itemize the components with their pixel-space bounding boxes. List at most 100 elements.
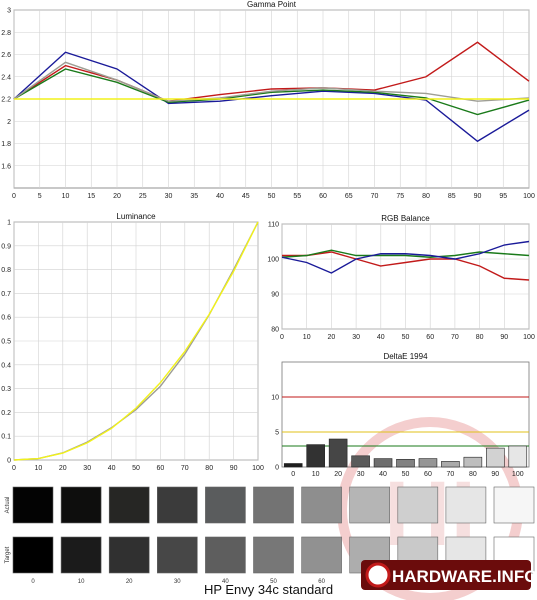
deltae-x-tick-label: 100 — [512, 471, 524, 478]
rgb-balance-x-tick-label: 80 — [476, 334, 484, 341]
deltae-bar — [306, 444, 325, 468]
gamma-y-tick-label: 2.6 — [1, 52, 11, 59]
gamma-x-tick-label: 65 — [345, 193, 353, 200]
gamma-x-tick-label: 25 — [139, 193, 147, 200]
deltae-y-tick-label: 5 — [275, 430, 279, 437]
swatch-level-label: 60 — [318, 579, 325, 585]
gamma-x-tick-label: 35 — [190, 193, 198, 200]
deltae-bar — [486, 447, 505, 468]
grayscale-swatches: 0 10 20 30 40 50 60 Actual Target — [5, 486, 535, 585]
gamma-x-tick-label: 50 — [268, 193, 276, 200]
swatch-level-label: 0 — [31, 579, 35, 585]
deltae-y-tick-label: 10 — [271, 395, 279, 402]
brand-logo: HARDWARE.INFO — [361, 560, 537, 590]
gamma-x-tick-label: 30 — [165, 193, 173, 200]
deltae-bar — [283, 463, 303, 468]
gamma-x-tick-label: 60 — [319, 193, 327, 200]
gamma-series-line — [13, 41, 530, 102]
rgb-balance-y-tick-label: 100 — [267, 257, 279, 264]
gamma-x-tick-label: 75 — [396, 193, 404, 200]
deltae-bar — [396, 458, 415, 468]
gamma-x-tick-label: 70 — [371, 193, 379, 200]
luminance-y-tick-label: 0.7 — [1, 291, 11, 298]
luminance-x-tick-label: 70 — [181, 465, 189, 472]
rgb-balance-y-tick-label: 110 — [268, 222, 279, 229]
gamma-y-tick-label: 1.6 — [1, 163, 11, 170]
deltae-x-tick-label: 80 — [469, 471, 477, 478]
deltae-x-tick-label: 90 — [491, 471, 499, 478]
deltae-x-tick-label: 0 — [291, 471, 295, 478]
gamma-x-tick-label: 90 — [474, 193, 482, 200]
luminance-y-tick-label: 0.3 — [1, 386, 11, 393]
gamma-x-tick-label: 10 — [62, 193, 70, 200]
deltae-x-tick-label: 10 — [312, 471, 320, 478]
luminance-y-tick-label: 0.9 — [1, 243, 11, 250]
luminance-x-tick-label: 60 — [157, 465, 165, 472]
gamma-y-tick-label: 3 — [7, 8, 11, 15]
luminance-x-tick-label: 100 — [252, 465, 264, 472]
rgb-balance-x-tick-label: 60 — [426, 334, 434, 341]
actual-swatch — [108, 486, 150, 524]
rgb-balance-x-tick-label: 10 — [303, 334, 311, 341]
gamma-series-line — [13, 51, 530, 143]
gamma-x-tick-label: 100 — [523, 193, 535, 200]
rgb-balance-x-tick-label: 50 — [402, 334, 410, 341]
luminance-chart-title: Luminance — [116, 212, 156, 221]
deltae-bar — [463, 456, 483, 468]
target-swatch — [12, 536, 54, 574]
deltae-x-tick-label: 30 — [357, 471, 365, 478]
gamma-x-tick-label: 40 — [216, 193, 224, 200]
gamma-chart-title: Gamma Point — [247, 0, 297, 9]
swatch-level-label: 10 — [78, 579, 85, 585]
target-swatch — [253, 536, 294, 574]
luminance-x-tick-label: 0 — [12, 465, 16, 472]
actual-swatch — [205, 486, 246, 524]
swatch-level-label: 40 — [222, 579, 229, 585]
gamma-x-tick-label: 0 — [12, 193, 16, 200]
luminance-x-tick-label: 80 — [205, 465, 213, 472]
luminance-y-tick-label: 0 — [7, 458, 11, 465]
gamma-y-tick-label: 2.2 — [1, 97, 11, 104]
luminance-y-tick-label: 0.1 — [1, 434, 11, 441]
brand-logo-text: HARDWARE.INFO — [392, 567, 537, 586]
target-swatch — [60, 536, 102, 574]
rgb-balance-x-tick-label: 0 — [280, 334, 284, 341]
rgb-balance-series-line — [281, 249, 530, 258]
actual-swatch — [397, 486, 439, 524]
luminance-y-tick-label: 0.6 — [1, 315, 11, 322]
luminance-y-tick-label: 1 — [7, 220, 11, 227]
gamma-x-tick-label: 95 — [499, 193, 507, 200]
swatch-level-label: 30 — [174, 579, 181, 585]
rgb-balance-series-line — [281, 240, 530, 274]
deltae-chart-title: DeltaE 1994 — [383, 352, 428, 361]
luminance-series-line — [13, 221, 259, 461]
luminance-x-tick-label: 10 — [35, 465, 43, 472]
luminance-y-tick-label: 0.4 — [1, 362, 11, 369]
luminance-y-tick-label: 0.5 — [1, 339, 11, 346]
gamma-y-tick-label: 1.8 — [1, 141, 11, 148]
target-swatch — [301, 536, 342, 574]
gamma-x-tick-label: 80 — [422, 193, 430, 200]
deltae-bar — [508, 445, 528, 468]
deltae-bar — [418, 458, 438, 468]
swatch-level-label: 50 — [270, 579, 277, 585]
actual-swatch — [301, 486, 342, 524]
luminance-x-tick-label: 20 — [59, 465, 67, 472]
luminance-x-tick-label: 50 — [132, 465, 140, 472]
gamma-x-tick-label: 20 — [113, 193, 121, 200]
swatch-level-label: 20 — [126, 579, 133, 585]
luminance-x-tick-label: 90 — [230, 465, 238, 472]
rgb-balance-x-tick-label: 20 — [328, 334, 336, 341]
rgb-balance-x-tick-label: 40 — [377, 334, 385, 341]
luminance-x-tick-label: 40 — [108, 465, 116, 472]
deltae-x-tick-label: 60 — [424, 471, 432, 478]
gamma-y-tick-label: 2.4 — [1, 74, 11, 81]
actual-swatch — [493, 486, 535, 524]
gamma-series-line — [13, 68, 530, 116]
deltae-x-tick-label: 20 — [334, 471, 342, 478]
